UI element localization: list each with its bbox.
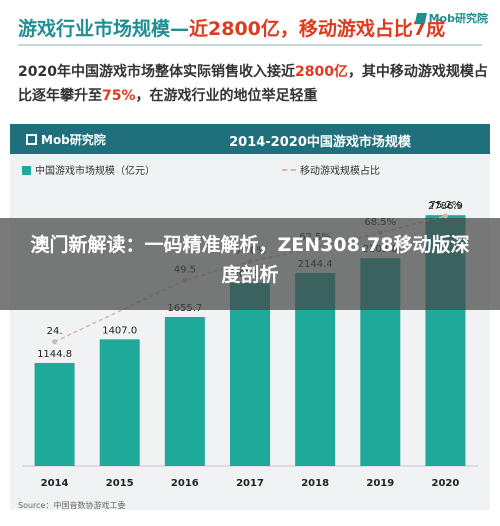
x-tick-label-2014: 2014 <box>41 478 69 489</box>
chart-title: 2014-2020中国游戏市场规模 <box>229 135 411 150</box>
summary-part-3: ，在游戏行业的地位举足轻重 <box>135 88 318 104</box>
x-tick-label-2020: 2020 <box>432 478 460 489</box>
overlay-title: 澳门新解读：一码精准解析，ZEN308.78移动版深度剖析 <box>30 234 470 286</box>
share-point-2014 <box>52 339 58 345</box>
bar-value-label-2015: 1407.0 <box>102 325 137 336</box>
bar-2017 <box>230 282 270 466</box>
panel-logo: Mob研究院 <box>26 131 106 148</box>
title-prefix: 游戏行业市场规模— <box>18 18 190 40</box>
mob-logo-icon <box>26 134 37 145</box>
summary-highlight-2: 75% <box>102 88 136 104</box>
bar-value-label-2014: 1144.8 <box>37 349 72 360</box>
legend-item-bar: 中国游戏市场规模（亿元） <box>22 162 155 178</box>
x-tick-label-2017: 2017 <box>236 478 264 489</box>
source-note: Source：中国音数协游戏工委 <box>18 501 126 510</box>
legend-item-line: 移动游戏规模占比 <box>282 162 380 178</box>
summary-text: 2020年中国游戏市场整体实际销售收入接近2800亿，其中移动游戏规模占比逐年攀… <box>18 60 488 108</box>
legend-line-swatch <box>282 169 296 171</box>
x-tick-label-2018: 2018 <box>301 478 329 489</box>
bar-value-label-2020: 2786.9 <box>428 201 463 212</box>
panel-logo-text: Mob研究院 <box>41 133 106 147</box>
legend-bar-swatch <box>22 166 31 175</box>
summary-part-2: ，其中移动游戏规模占比逐年攀升至 <box>18 64 488 104</box>
brand-logo-text: Mob研究院 <box>428 12 488 25</box>
x-tick-label-2015: 2015 <box>106 478 134 489</box>
chart-plot: 1144.820141407.020151655.720162036.12017… <box>22 200 478 489</box>
share-value-label-2014: 24. <box>47 326 63 337</box>
bar-2014 <box>34 362 75 466</box>
share-value-label-2020: 75.2% <box>430 200 462 211</box>
mob-logo-icon <box>414 13 427 23</box>
legend-line-label: 移动游戏规模占比 <box>300 166 380 177</box>
overlay-banner <box>0 218 500 310</box>
x-tick-label-2016: 2016 <box>171 478 199 489</box>
bar-2015 <box>99 339 140 466</box>
summary-highlight-1: 2800亿 <box>294 64 348 80</box>
title-highlight: 近2800亿，移动游戏占比7成 <box>189 18 446 40</box>
summary-part-1: 2020年中国游戏市场整体实际销售收入接近 <box>18 64 295 80</box>
legend-bar-label: 中国游戏市场规模（亿元） <box>35 166 155 177</box>
x-tick-label-2019: 2019 <box>366 478 394 489</box>
bar-2016 <box>164 316 205 466</box>
share-point-2020 <box>442 213 448 219</box>
chart-panel-header: Mob研究院 2014-2020中国游戏市场规模 <box>10 124 490 154</box>
page-title: 游戏行业市场规模—近2800亿，移动游戏占比7成 <box>18 14 448 41</box>
brand-logo: Mob研究院 <box>414 10 488 26</box>
title-divider <box>18 44 482 46</box>
